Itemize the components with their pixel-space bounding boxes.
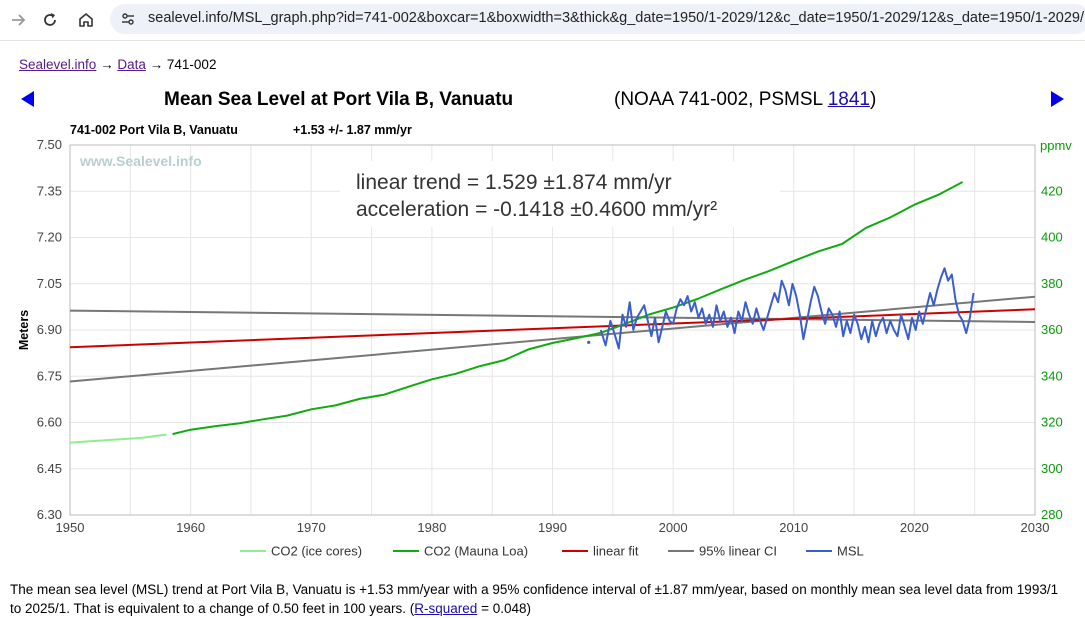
acceleration-text: acceleration = -0.1418 ±0.4600 mm/yr² bbox=[356, 198, 717, 221]
previous-station-arrow-icon[interactable] bbox=[19, 90, 37, 108]
y2-tick-label: 420 bbox=[1041, 183, 1063, 198]
url-text[interactable]: sealevel.info/MSL_graph.php?id=741-002&b… bbox=[148, 10, 1085, 26]
trend-box bbox=[340, 161, 780, 227]
y-axis-right: 280 300 320 340 360 380 400 420 bbox=[1041, 183, 1063, 522]
browser-toolbar: sealevel.info/MSL_graph.php?id=741-002&b… bbox=[0, 0, 1085, 41]
x-tick-label: 2030 bbox=[1021, 520, 1050, 535]
x-tick-label: 2000 bbox=[659, 520, 688, 535]
y2-tick-label: 340 bbox=[1041, 368, 1063, 383]
y2-tick-label: 280 bbox=[1041, 507, 1063, 522]
breadcrumb-current: 741-002 bbox=[166, 57, 217, 72]
site-info-button[interactable] bbox=[116, 7, 140, 31]
chart-legend: CO2 (ice cores) CO2 (Mauna Loa) linear fit… bbox=[240, 544, 864, 559]
description-text: The mean sea level (MSL) trend at Port V… bbox=[10, 580, 1070, 618]
r-squared-value: = 0.048) bbox=[477, 601, 531, 616]
station-label: 741-002 Port Vila B, Vanuatu bbox=[70, 123, 238, 137]
breadcrumb-home-link[interactable]: Sealevel.info bbox=[19, 57, 97, 72]
subtitle-suffix: ) bbox=[869, 89, 877, 110]
watermark: www.Sealevel.info bbox=[79, 153, 202, 169]
legend-label: 95% linear CI bbox=[699, 544, 777, 559]
linear-fit-line bbox=[69, 308, 1036, 349]
y2-axis-title: ppmv bbox=[1040, 138, 1072, 153]
breadcrumb-separator: → bbox=[100, 57, 114, 72]
y-tick-label: 7.50 bbox=[37, 137, 62, 152]
y2-tick-label: 400 bbox=[1041, 230, 1063, 245]
msl-line bbox=[599, 267, 975, 350]
y-tick-label: 7.35 bbox=[37, 183, 62, 198]
address-bar[interactable]: sealevel.info/MSL_graph.php?id=741-002&b… bbox=[110, 4, 1085, 34]
psmsl-link[interactable]: 1841 bbox=[827, 89, 870, 110]
tune-icon bbox=[122, 13, 134, 25]
x-tick-label: 1950 bbox=[56, 520, 85, 535]
sea-level-chart: 741-002 Port Vila B, Vanuatu +1.53 +/- 1… bbox=[17, 123, 1072, 559]
reload-button[interactable] bbox=[34, 4, 66, 36]
msl-point bbox=[587, 340, 591, 344]
legend-label: MSL bbox=[837, 544, 864, 559]
co2-mauna-loa-line bbox=[172, 181, 964, 436]
linear-trend-text: linear trend = 1.529 ±1.874 mm/yr bbox=[356, 171, 672, 194]
y-axis-title: Meters bbox=[17, 310, 31, 350]
page-title: Mean Sea Level at Port Vila B, Vanuatu bbox=[164, 89, 514, 110]
x-tick-label: 1960 bbox=[176, 520, 205, 535]
breadcrumb-data-link[interactable]: Data bbox=[117, 57, 146, 72]
y2-tick-label: 300 bbox=[1041, 461, 1063, 476]
home-icon bbox=[79, 13, 93, 27]
y-tick-label: 6.75 bbox=[37, 368, 62, 383]
title-row: Mean Sea Level at Port Vila B, Vanuatu (… bbox=[0, 89, 1085, 117]
series-layer bbox=[69, 181, 1036, 444]
legend-label: CO2 (Mauna Loa) bbox=[424, 544, 528, 559]
legend-label: linear fit bbox=[593, 544, 639, 559]
x-tick-label: 1990 bbox=[538, 520, 567, 535]
next-station-arrow-icon[interactable] bbox=[1048, 90, 1066, 108]
breadcrumb: Sealevel.info → Data → 741-002 bbox=[19, 57, 216, 72]
y-axis-left: 6.30 6.45 6.60 6.75 6.90 7.05 7.20 7.35 7.50 bbox=[37, 137, 62, 522]
x-tick-label: 1980 bbox=[417, 520, 446, 535]
y-tick-label: 7.20 bbox=[37, 230, 62, 245]
x-tick-label: 2010 bbox=[779, 520, 808, 535]
home-button[interactable] bbox=[70, 4, 102, 36]
r-squared-link[interactable]: R-squared bbox=[414, 601, 478, 616]
x-axis: 1950 1960 1970 1980 1990 2000 2010 2020 2030 bbox=[56, 520, 1050, 535]
forward-arrow-icon bbox=[12, 14, 26, 26]
plot-area-border bbox=[69, 144, 1036, 516]
y-tick-label: 6.60 bbox=[37, 415, 62, 430]
x-tick-label: 2020 bbox=[900, 520, 929, 535]
subtitle-prefix: (NOAA 741-002, PSMSL bbox=[614, 89, 828, 110]
ci-line-upper bbox=[69, 309, 1036, 323]
ci-line-lower bbox=[69, 295, 1036, 383]
y-tick-label: 7.05 bbox=[37, 276, 62, 291]
y2-tick-label: 320 bbox=[1041, 415, 1063, 430]
page-subtitle: (NOAA 741-002, PSMSL 1841) bbox=[614, 89, 876, 111]
y-tick-label: 6.45 bbox=[37, 461, 62, 476]
y2-tick-label: 380 bbox=[1041, 276, 1063, 291]
x-tick-label: 1970 bbox=[297, 520, 326, 535]
description-body: The mean sea level (MSL) trend at Port V… bbox=[10, 582, 1059, 616]
y2-tick-label: 360 bbox=[1041, 322, 1063, 337]
y-tick-label: 6.30 bbox=[37, 507, 62, 522]
back-button[interactable] bbox=[2, 4, 34, 36]
y-tick-label: 6.90 bbox=[37, 322, 62, 337]
trend-label: +1.53 +/- 1.87 mm/yr bbox=[293, 123, 412, 137]
reload-icon bbox=[44, 13, 56, 26]
breadcrumb-separator: → bbox=[149, 57, 164, 72]
co2-ice-line bbox=[69, 433, 167, 444]
legend-label: CO2 (ice cores) bbox=[271, 544, 362, 559]
